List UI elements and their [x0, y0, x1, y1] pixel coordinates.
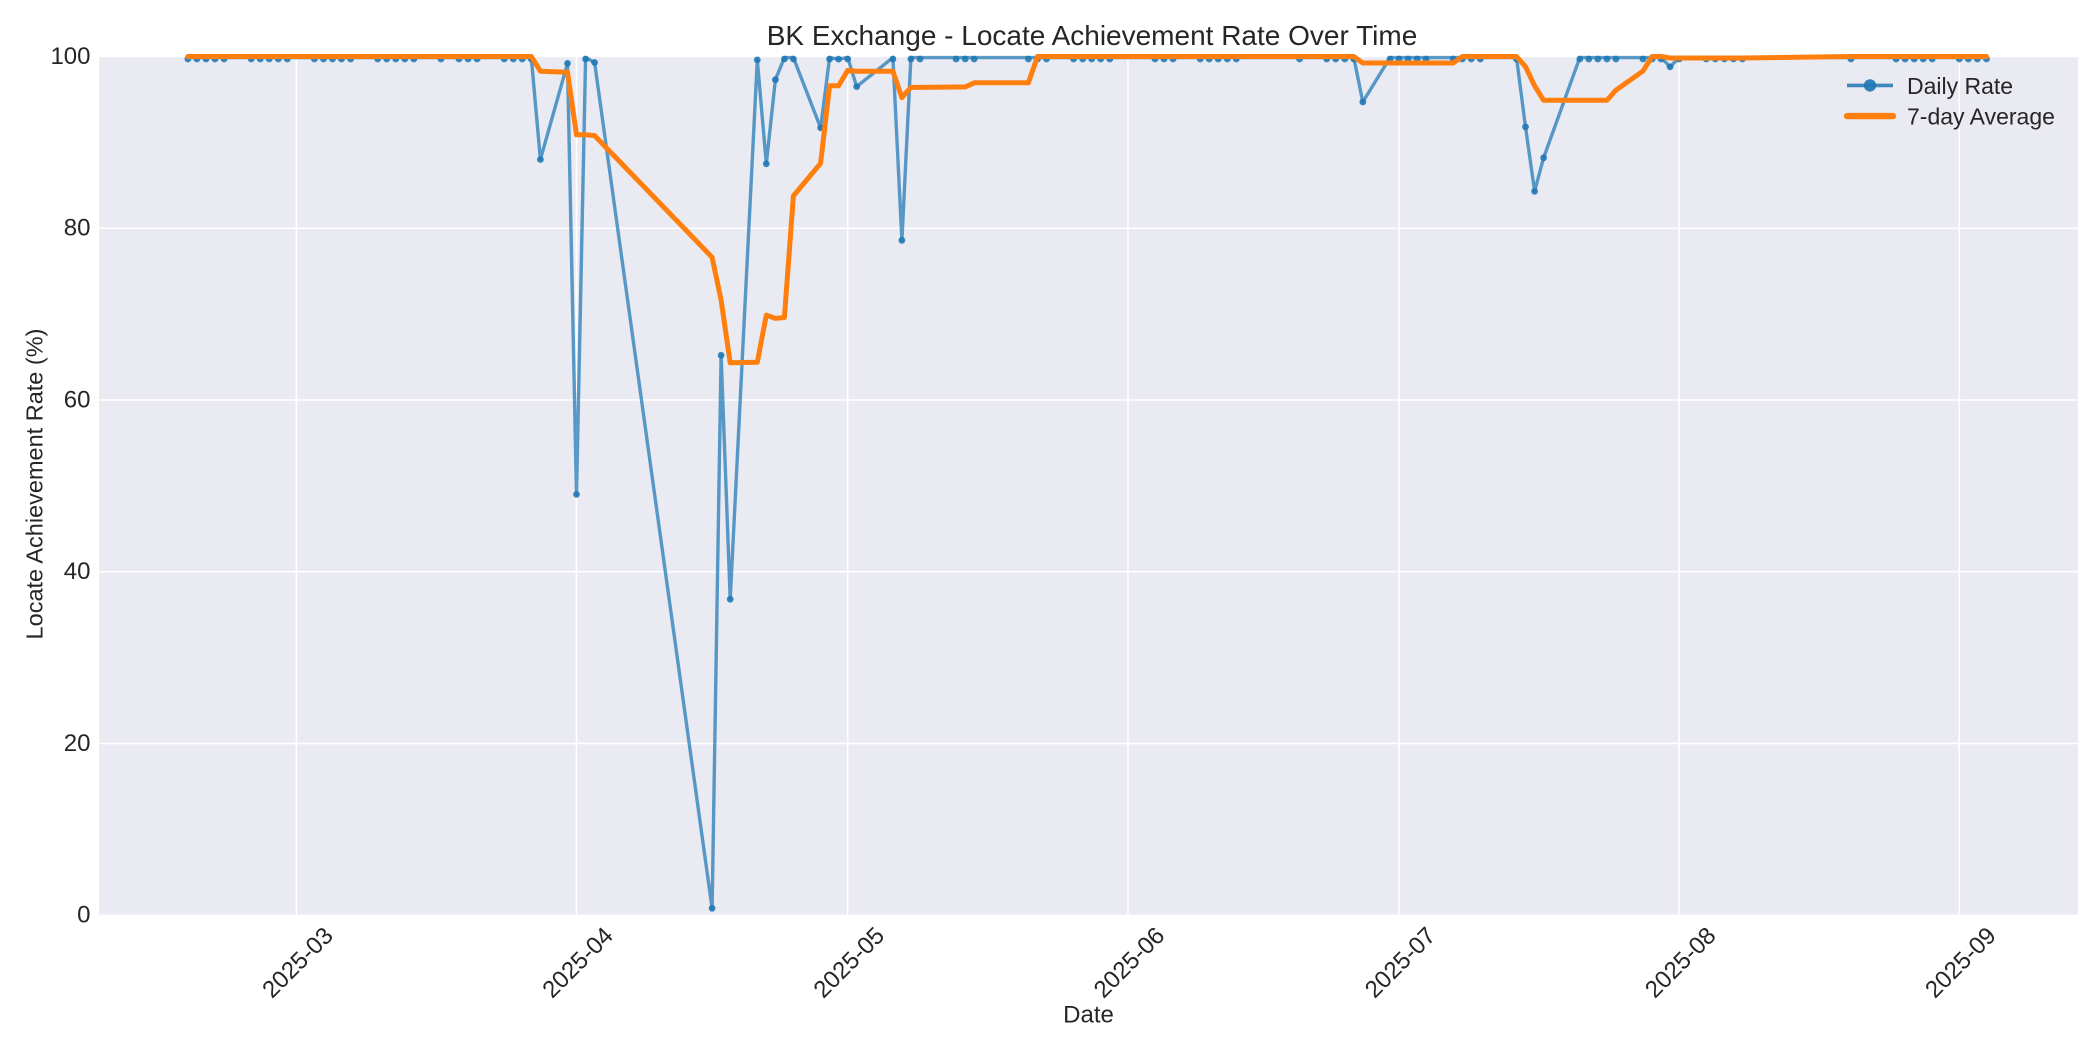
svg-text:0: 0: [77, 902, 90, 929]
svg-text:20: 20: [64, 730, 91, 757]
svg-text:7-day Average: 7-day Average: [1907, 104, 2055, 130]
svg-text:100: 100: [50, 43, 90, 70]
svg-text:40: 40: [64, 558, 91, 585]
svg-text:Locate Achievement Rate (%): Locate Achievement Rate (%): [22, 329, 48, 640]
svg-text:60: 60: [64, 386, 91, 413]
svg-text:BK Exchange - Locate Achieveme: BK Exchange - Locate Achievement Rate Ov…: [767, 20, 1418, 51]
svg-text:Date: Date: [1063, 1001, 1114, 1028]
svg-text:80: 80: [64, 215, 91, 242]
svg-text:Daily Rate: Daily Rate: [1907, 73, 2013, 99]
